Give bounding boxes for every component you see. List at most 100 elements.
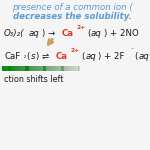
Bar (54, 66, 55, 71)
Bar (38, 66, 39, 71)
Bar (60, 66, 61, 71)
Bar (62, 66, 63, 71)
Bar (68, 66, 69, 71)
Text: (: ( (87, 29, 90, 38)
Bar (16, 66, 17, 71)
Text: 2+: 2+ (76, 25, 85, 30)
Bar (76, 66, 77, 71)
Bar (59, 66, 60, 71)
Bar (49, 66, 50, 71)
Bar (7, 66, 8, 71)
Bar (43, 66, 44, 71)
Bar (35, 66, 36, 71)
Bar (17, 66, 18, 71)
Bar (44, 66, 45, 71)
Bar (13, 66, 14, 71)
Bar (74, 66, 75, 71)
Bar (25, 66, 26, 71)
Bar (28, 66, 29, 71)
Bar (19, 66, 20, 71)
Bar (40, 66, 41, 71)
Bar (72, 66, 73, 71)
Bar (30, 66, 31, 71)
Bar (27, 66, 28, 71)
Bar (70, 66, 71, 71)
Bar (36, 66, 37, 71)
Text: 2+: 2+ (70, 48, 79, 53)
Bar (43, 66, 44, 71)
Text: ) ⇌: ) ⇌ (36, 52, 52, 61)
Text: s: s (31, 52, 35, 61)
Bar (45, 66, 46, 71)
Bar (6, 66, 7, 71)
Bar (62, 66, 63, 71)
Bar (3, 66, 4, 71)
Bar (29, 66, 30, 71)
Bar (11, 66, 12, 71)
Bar (65, 66, 66, 71)
Bar (61, 66, 62, 71)
Bar (58, 66, 59, 71)
Bar (48, 66, 49, 71)
Bar (66, 66, 67, 71)
Bar (55, 66, 56, 71)
Bar (56, 66, 57, 71)
Text: ction shifts left: ction shifts left (4, 75, 63, 84)
Bar (8, 66, 9, 71)
Bar (12, 66, 13, 71)
Text: ⁻: ⁻ (130, 48, 134, 53)
Bar (32, 66, 33, 71)
Text: aq: aq (85, 52, 96, 61)
Bar (63, 66, 64, 71)
Bar (51, 66, 52, 71)
Text: aq: aq (29, 29, 40, 38)
Bar (25, 66, 26, 71)
Bar (22, 66, 23, 71)
Bar (20, 66, 21, 71)
Text: ) →: ) → (42, 29, 58, 38)
Text: aq: aq (138, 52, 149, 61)
Bar (28, 66, 29, 71)
Text: (: ( (81, 52, 84, 61)
Bar (50, 66, 51, 71)
Bar (39, 66, 40, 71)
Bar (26, 66, 27, 71)
Bar (64, 66, 65, 71)
Bar (2, 66, 3, 71)
Bar (46, 66, 47, 71)
Bar (15, 66, 16, 71)
Text: presence of a common ion (: presence of a common ion ( (12, 3, 133, 12)
Bar (47, 66, 48, 71)
Text: ) + 2NO: ) + 2NO (104, 29, 139, 38)
Text: (: ( (27, 52, 30, 61)
Bar (63, 66, 64, 71)
Bar (4, 66, 5, 71)
Text: aq: aq (91, 29, 102, 38)
Bar (9, 66, 10, 71)
Bar (78, 66, 79, 71)
Bar (77, 66, 78, 71)
Bar (33, 66, 34, 71)
Text: Ca: Ca (56, 52, 68, 61)
Text: ₂: ₂ (24, 54, 26, 60)
Bar (75, 66, 76, 71)
Bar (10, 66, 11, 71)
Bar (44, 66, 45, 71)
Bar (8, 66, 9, 71)
Bar (67, 66, 68, 71)
Text: decreases the solubility.: decreases the solubility. (13, 12, 132, 21)
Bar (41, 66, 42, 71)
Bar (14, 66, 15, 71)
Bar (45, 66, 46, 71)
Bar (27, 66, 28, 71)
Bar (7, 66, 8, 71)
Text: CaF: CaF (4, 52, 20, 61)
Bar (53, 66, 54, 71)
Bar (5, 66, 6, 71)
Bar (37, 66, 38, 71)
Bar (18, 66, 19, 71)
Bar (77, 66, 78, 71)
Bar (26, 66, 27, 71)
Text: ) + 2F: ) + 2F (98, 52, 125, 61)
Text: O₃)₂(: O₃)₂( (4, 29, 25, 38)
